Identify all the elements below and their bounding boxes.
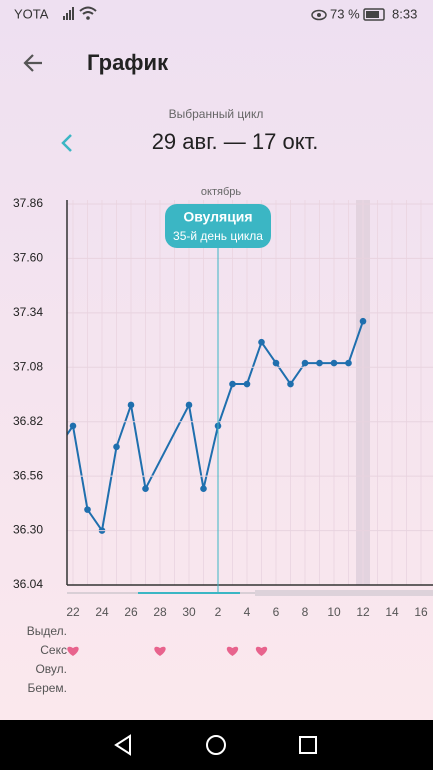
x-tick-label: 14 [385, 605, 399, 619]
nav-bar [0, 720, 433, 770]
temperature-point [359, 317, 367, 325]
x-tick-label: 6 [273, 605, 280, 619]
battery-text: 73 % [330, 6, 360, 21]
heart-icon [67, 646, 79, 656]
wifi-dot [86, 16, 90, 20]
x-tick-label: 2 [215, 605, 222, 619]
temperature-point [200, 485, 207, 493]
y-tick-label: 36.30 [13, 523, 43, 537]
temperature-point [127, 401, 135, 409]
y-tick-label: 37.86 [13, 196, 43, 210]
heart-icon [154, 646, 166, 656]
temperature-point [185, 401, 193, 409]
x-tick-label: 10 [327, 605, 341, 619]
temperature-point [258, 338, 265, 346]
x-tick-label: 28 [153, 605, 167, 619]
x-tick-label: 26 [124, 605, 138, 619]
ovulation-title: Овуляция [183, 209, 252, 225]
back-button[interactable] [23, 54, 42, 72]
carrier: YOTA [14, 6, 49, 21]
cycle-caption: Выбранный цикл [169, 107, 264, 121]
ovulation-subtitle: 35-й день цикла [173, 229, 263, 243]
nav-home[interactable] [206, 735, 226, 755]
event-row-label: Выдел. [27, 624, 67, 638]
event-row-label: Овул. [35, 662, 67, 676]
x-tick-label: 30 [182, 605, 196, 619]
x-tick-label: 4 [244, 605, 251, 619]
temperature-point [316, 359, 323, 367]
prev-cycle[interactable] [61, 134, 72, 152]
x-tick-label: 22 [66, 605, 80, 619]
scroll-rest [255, 590, 433, 596]
gap-connector [144, 404, 190, 490]
heart-icon [255, 646, 268, 656]
y-tick-label: 37.34 [13, 305, 43, 319]
y-tick-label: 36.82 [13, 414, 43, 428]
nav-back[interactable] [114, 734, 131, 756]
temperature-point [113, 443, 120, 451]
heart-icon [226, 646, 239, 656]
eye-icon [311, 9, 327, 21]
y-tick-label: 37.60 [13, 251, 43, 265]
temperature-point [301, 359, 309, 367]
y-tick-label: 37.08 [13, 359, 43, 373]
y-tick-label: 36.56 [13, 468, 43, 482]
time: 8:33 [392, 6, 417, 21]
ovulation-bubble [165, 204, 271, 248]
y-tick-label: 36.04 [13, 577, 43, 591]
header-title: График [87, 50, 169, 75]
cycle-range: 29 авг. — 17 окт. [152, 129, 319, 154]
chart: 36.04 36.30 36.56 36.82 37.08 37.34 37.60 37.86… [13, 186, 433, 619]
temperature-point [330, 359, 338, 367]
temperature-point [84, 506, 91, 513]
temperature-point [69, 422, 77, 430]
temperature-point [243, 380, 251, 388]
temperature-point [142, 485, 149, 493]
wifi-icon [79, 6, 97, 15]
signal-icon [63, 7, 74, 20]
temperature-point [287, 380, 294, 388]
temperature-point [345, 359, 352, 367]
temperature-point [272, 359, 280, 367]
battery-icon [363, 8, 385, 21]
x-tick-label: 12 [356, 605, 370, 619]
x-tick-label: 24 [95, 605, 109, 619]
nav-recent[interactable] [299, 736, 317, 754]
event-row-label: Берем. [28, 681, 67, 695]
temperature-point [229, 380, 236, 388]
battery-level [366, 11, 379, 18]
x-tick-label: 8 [302, 605, 309, 619]
month-label: октябрь [201, 186, 241, 198]
x-tick-label: 16 [414, 605, 428, 619]
eye-pupil [317, 13, 321, 17]
event-row-label: Секс [40, 643, 67, 657]
